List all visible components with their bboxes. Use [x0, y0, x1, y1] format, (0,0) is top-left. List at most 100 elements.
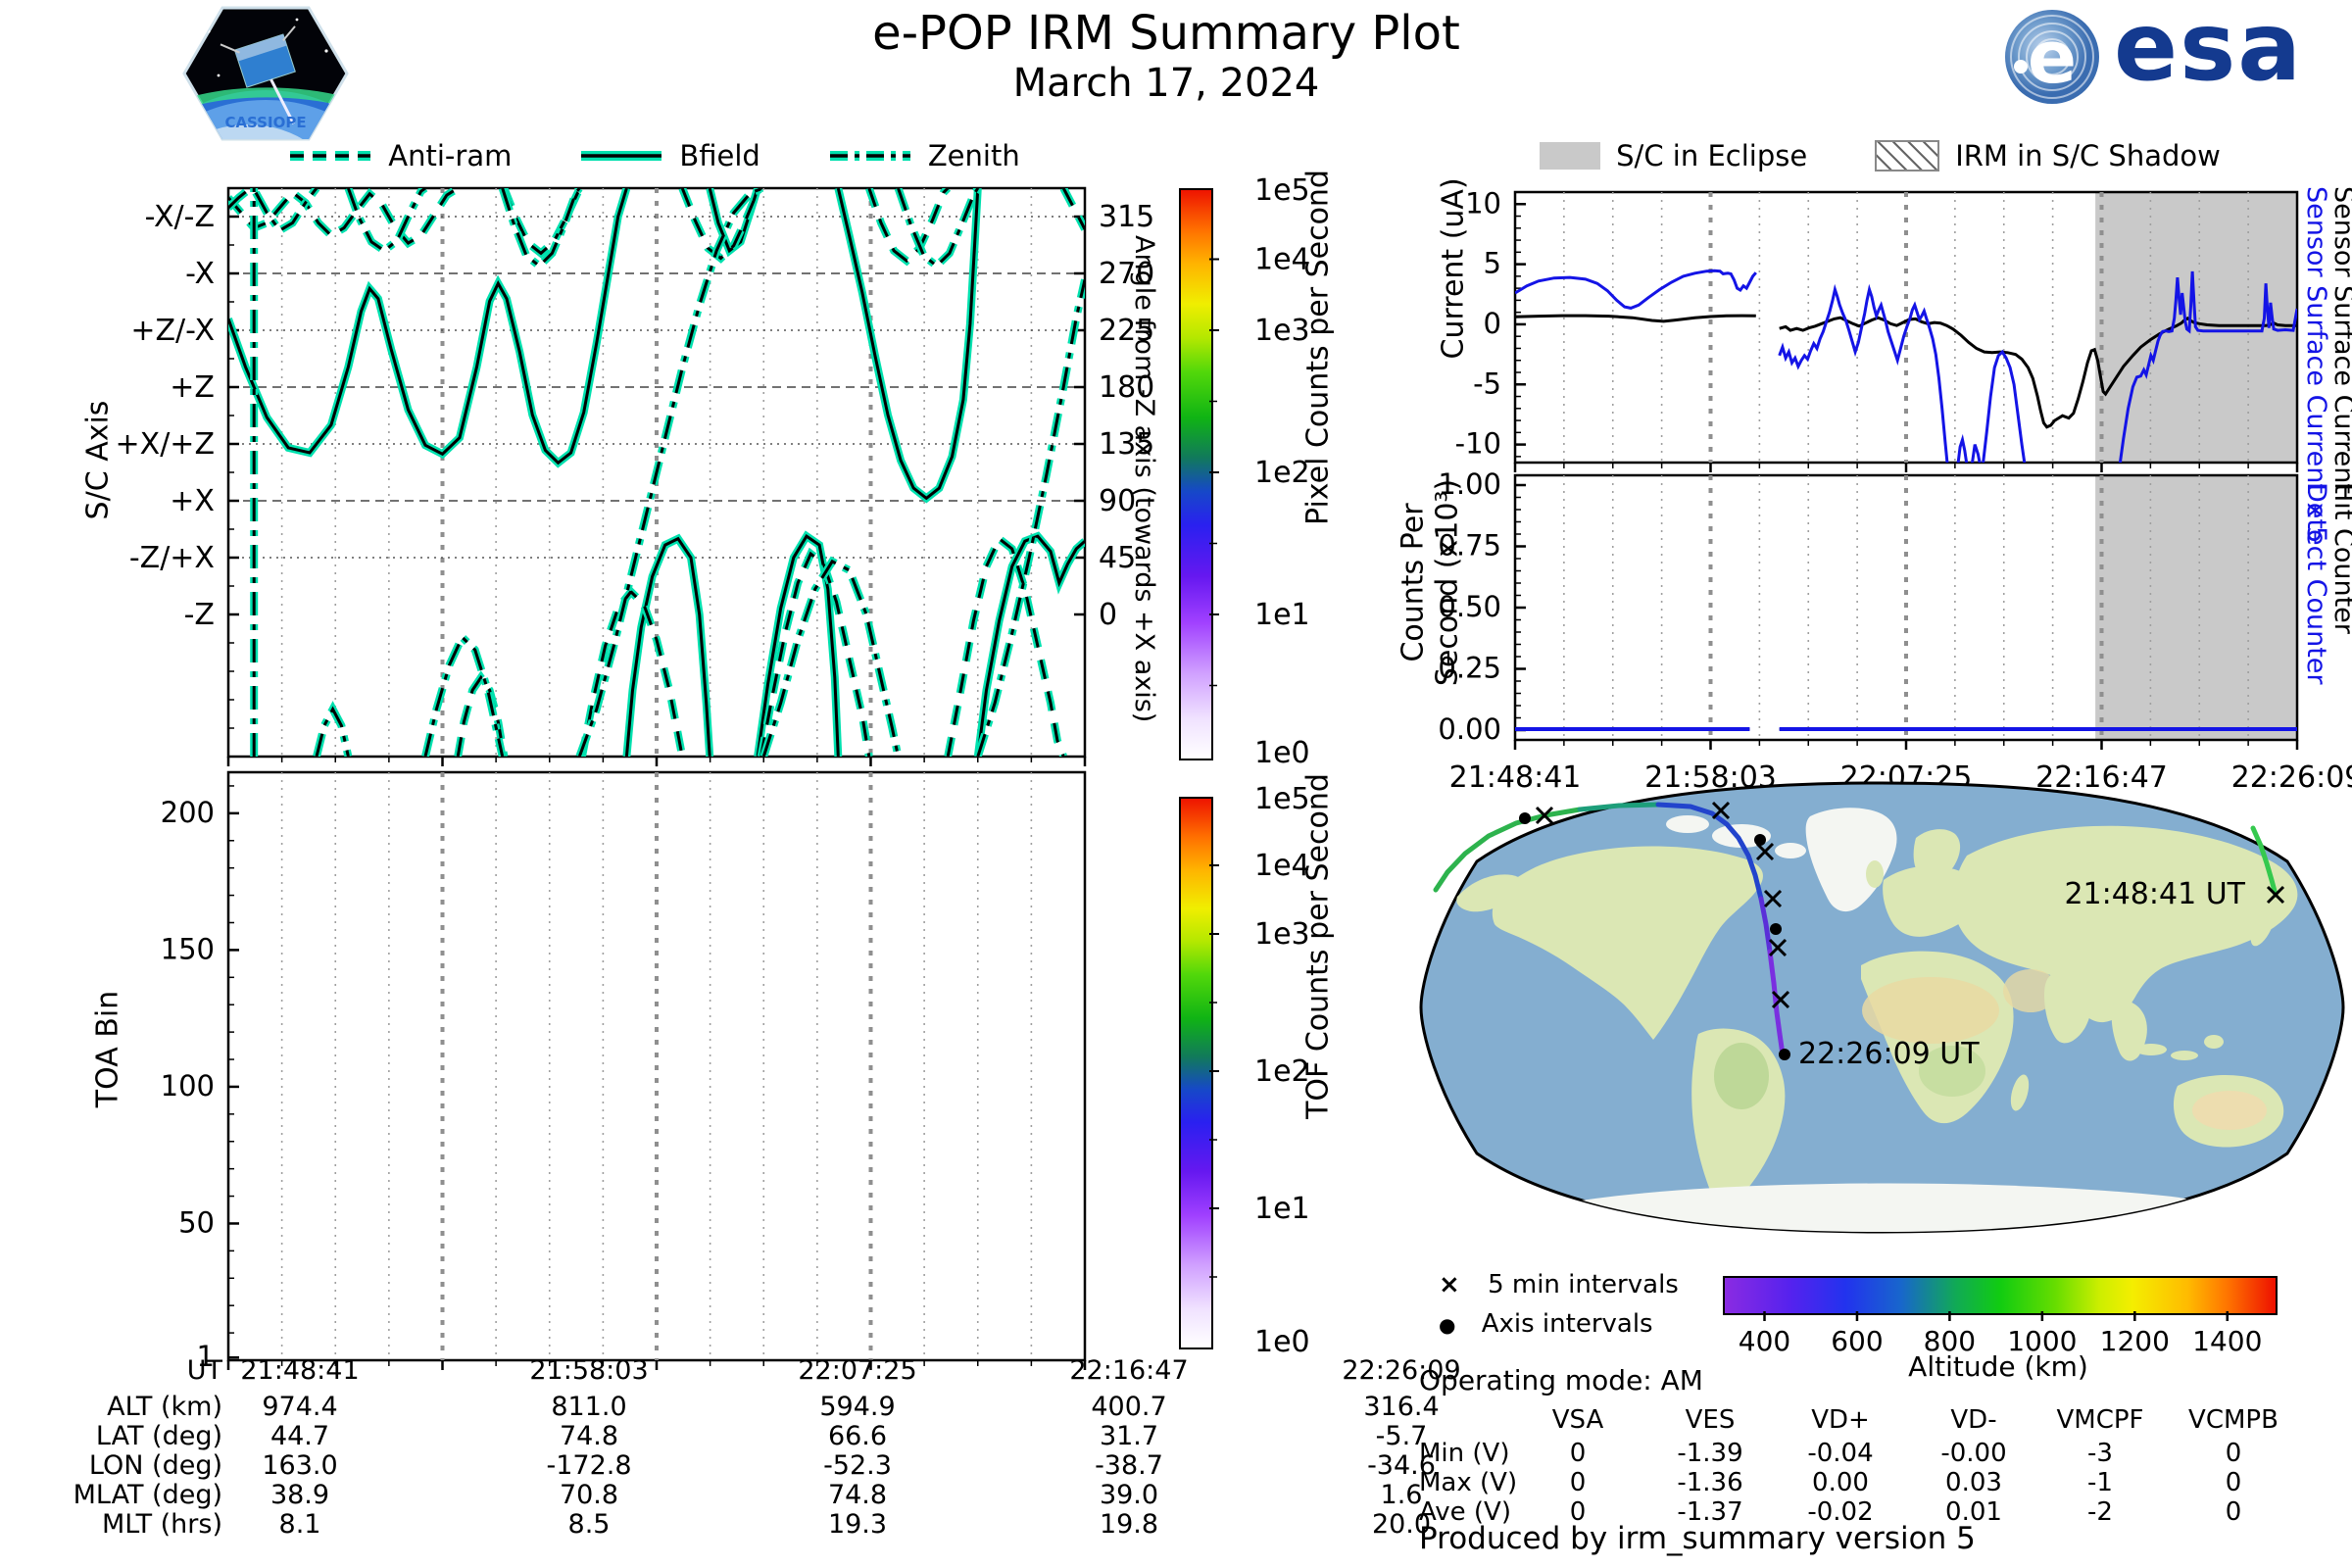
tof-cbar-tick: 1e2: [1254, 1054, 1310, 1089]
altitude-colorbar-label: Altitude (km): [1908, 1350, 2088, 1383]
voltage-cell: 0: [2225, 1439, 2242, 1468]
page-title: e-POP IRM Summary Plot: [872, 6, 1460, 61]
esa-logo-icon: e: [2005, 10, 2099, 104]
attitude-ytick-right: 45: [1099, 541, 1136, 575]
voltage-cell: -0.02: [1807, 1497, 1874, 1527]
ytick-label: -5: [1473, 367, 1501, 400]
map-legend-5min: × 5 min intervals: [1439, 1270, 1679, 1299]
counts-right-label-blue: Detect Counter: [2301, 482, 2331, 685]
cassiope-patch-icon: CASSIOPE: [182, 6, 349, 141]
ground-track-segment: [1767, 949, 1786, 1057]
track-5min-x-marker: [1711, 801, 1731, 820]
ephemeris-cell: 316.4: [1363, 1392, 1440, 1422]
attitude-ytick-right: 0: [1099, 598, 1117, 632]
map-continents: [1456, 808, 2316, 1232]
attitude-legend-label: Zenith: [927, 139, 1020, 172]
ephemeris-cell: 19.8: [1099, 1509, 1159, 1540]
ephemeris-cell: 21:48:41: [240, 1355, 360, 1386]
ephemeris-row-label: UT: [186, 1355, 222, 1386]
track-5min-x-marker: [1768, 938, 1788, 957]
ytick-label: 100: [161, 1069, 215, 1102]
ephemeris-cell: 66.6: [827, 1421, 888, 1451]
ephemeris-row-label: LAT (deg): [95, 1421, 222, 1451]
ground-track-segment: [2250, 825, 2278, 898]
track-axis-dot-marker: [1754, 834, 1766, 846]
ytick-label: -10: [1455, 427, 1501, 461]
eclipse-legend: S/C in Eclipse IRM in S/C Shadow: [1515, 139, 2299, 172]
dot-marker-icon: ●: [1439, 1313, 1456, 1337]
ephemeris-cell: 163.0: [262, 1450, 338, 1481]
ground-track-segment: [1655, 802, 1764, 902]
current-right-label-blue: Sensor Surface Current x 5: [2301, 186, 2331, 544]
pixel-cbar-tick: 1e0: [1254, 736, 1310, 770]
ephemeris-cell: 22:07:25: [798, 1355, 917, 1386]
tof-colorbar: [1179, 797, 1213, 1349]
ephemeris-row-label: MLAT (deg): [73, 1480, 222, 1510]
ytick-label: 150: [161, 932, 215, 965]
esa-logo-text: esa: [2114, 0, 2304, 102]
dashdot-line-icon: [829, 151, 910, 161]
ytick-label: 0.25: [1438, 652, 1501, 685]
page-title-block: e-POP IRM Summary Plot March 17, 2024: [627, 6, 1705, 106]
track-5min-x-marker: [2266, 885, 2285, 905]
map-end-time-label: 22:26:09 UT: [1798, 1037, 1980, 1071]
attitude-ytick-left: -Z: [184, 598, 215, 632]
footer-note: Produced by irm_summary version 5: [1419, 1521, 1976, 1556]
esa-logo: e esa: [1991, 0, 2344, 114]
counts-right-label-black: Hit Counter: [2328, 482, 2352, 634]
ephemeris-cell: 39.0: [1099, 1480, 1159, 1510]
ytick-label: 1.00: [1438, 467, 1501, 501]
ephemeris-row-label: ALT (km): [107, 1392, 222, 1422]
attitude-ytick-right: 315: [1099, 200, 1154, 234]
ephemeris-cell: 974.4: [262, 1392, 338, 1422]
attitude-ytick-left: +X/+Z: [116, 427, 215, 462]
attitude-ytick-left: +Z/-X: [130, 314, 215, 348]
attitude-ytick-left: +X: [170, 484, 215, 518]
voltage-cell: 0: [1569, 1468, 1587, 1497]
track-5min-x-marker: [1771, 990, 1790, 1009]
tof-cbar-tick: 1e4: [1254, 849, 1310, 883]
voltage-cell: -0.04: [1807, 1439, 1874, 1468]
voltage-col-header: VSA: [1551, 1405, 1604, 1435]
tof-cbar-tick: 1e0: [1254, 1325, 1310, 1359]
voltage-col-header: VD-: [1950, 1405, 1997, 1435]
solid-line-icon: [581, 151, 662, 161]
pixel-cbar-tick: 1e5: [1254, 173, 1310, 208]
altitude-tick-label: 1200: [2100, 1325, 2170, 1357]
eclipse-legend-item: S/C in Eclipse: [1540, 139, 1807, 172]
ytick-label: 0: [1484, 307, 1501, 340]
voltage-col-header: VD+: [1811, 1405, 1870, 1435]
map-ground-track: 21:48:41 UT 22:26:09 UT: [1433, 801, 2285, 1071]
voltage-col-header: VCMPB: [2188, 1405, 2278, 1435]
ephemeris-cell: 74.8: [559, 1421, 619, 1451]
track-5min-x-marker: [1755, 842, 1775, 861]
cassiope-patch-label: CASSIOPE: [224, 114, 306, 131]
ytick-label: 50: [178, 1205, 215, 1239]
ephemeris-cell: 400.7: [1091, 1392, 1167, 1422]
time-tick-label: 21:48:41: [1449, 760, 1582, 795]
attitude-ytick-left: -X/-Z: [145, 200, 215, 234]
ytick-label: 0.00: [1438, 712, 1501, 746]
voltage-cell: 0: [2225, 1497, 2242, 1527]
altitude-tick-label: 1000: [2007, 1325, 2077, 1357]
voltage-cell: -0.00: [1940, 1439, 2007, 1468]
map-legend-axis: ● Axis intervals: [1439, 1309, 1653, 1339]
voltage-cell: 0.00: [1812, 1468, 1869, 1497]
ephemeris-cell: 8.5: [567, 1509, 611, 1540]
map-start-time-label: 21:48:41 UT: [2064, 877, 2245, 911]
altitude-tick-label: 400: [1739, 1325, 1790, 1357]
ephemeris-cell: 22:26:09: [1342, 1355, 1461, 1386]
voltage-cell: 0: [2225, 1468, 2242, 1497]
operating-mode: Operating mode: AM: [1419, 1364, 1703, 1396]
eclipse-legend-label: S/C in Eclipse: [1616, 139, 1808, 172]
ephemeris-cell: -5.7: [1375, 1421, 1428, 1451]
ytick-label: 0.75: [1438, 529, 1501, 563]
ephemeris-cell: 19.3: [827, 1509, 888, 1540]
voltage-row-label: Ave (V): [1419, 1497, 1511, 1527]
track-axis-dot-marker: [1519, 812, 1531, 824]
eclipse-legend-label: IRM in S/C Shadow: [1955, 139, 2221, 172]
attitude-legend-item-zenith: Zenith: [828, 139, 1020, 172]
eclipse-swatch-icon: [1540, 142, 1601, 170]
ephemeris-cell: 594.9: [819, 1392, 896, 1422]
